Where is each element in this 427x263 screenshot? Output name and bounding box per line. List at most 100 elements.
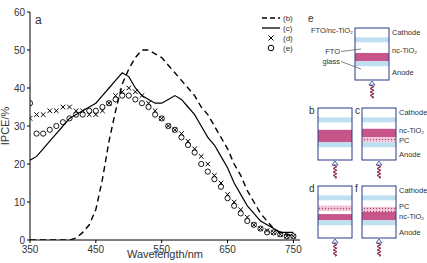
- layer-label: FTO: [325, 47, 340, 56]
- light-arrow: [334, 242, 337, 256]
- y-tick-label: 10: [14, 197, 26, 208]
- y-tick-label: 30: [14, 121, 26, 132]
- y-tick: [27, 202, 30, 203]
- layer: [355, 28, 389, 37]
- schematic-panel: fCathodePCnc-TiO₂Anode: [355, 183, 427, 256]
- series-marker: [41, 112, 46, 117]
- layer-label: Anode: [399, 228, 421, 237]
- layer: [362, 195, 396, 200]
- schematic-panel: eFTO/nc-TiO₂FTOglassCathodenc-TiO₂Anode: [308, 13, 420, 98]
- root: 3504505506507500102030405060Wavelength/n…: [0, 0, 427, 263]
- x-tick: [293, 240, 294, 243]
- series-marker: [47, 127, 52, 132]
- y-tick: [27, 50, 30, 51]
- series-marker: [133, 97, 138, 102]
- arrow-head: [332, 239, 338, 243]
- series-marker: [258, 226, 263, 231]
- series-marker: [179, 135, 184, 140]
- series-marker: [54, 123, 59, 128]
- light-arrow: [334, 164, 337, 178]
- layer: [318, 186, 352, 195]
- layer: [362, 201, 396, 207]
- series-marker: [100, 104, 105, 109]
- layer: [318, 108, 352, 117]
- series-marker: [264, 230, 269, 235]
- layer: [362, 117, 396, 122]
- x-tick-label: 650: [219, 244, 236, 255]
- series-marker: [206, 162, 211, 167]
- layer: [362, 226, 396, 238]
- x-tick: [227, 240, 228, 243]
- cell-frame: [318, 186, 352, 238]
- y-tick-label: 60: [14, 7, 26, 18]
- layer: [318, 220, 352, 225]
- legend-label: (d): [283, 34, 293, 43]
- light-arrow: [371, 84, 374, 98]
- leader-line: [341, 62, 361, 70]
- series-marker: [60, 120, 65, 125]
- series-marker: [126, 86, 131, 91]
- x-tick-label: 750: [285, 244, 302, 255]
- layer: [355, 43, 389, 53]
- panel-letter: d: [309, 183, 315, 194]
- x-tick-label: 350: [22, 244, 39, 255]
- series-marker: [166, 124, 171, 129]
- panel-letter: c: [355, 105, 360, 116]
- layer: [318, 195, 352, 200]
- layer: [355, 37, 389, 42]
- layer: [362, 137, 396, 142]
- series-marker: [73, 112, 78, 117]
- layer: [318, 214, 352, 220]
- panel-letter: a: [35, 13, 42, 27]
- y-tick: [27, 88, 30, 89]
- layer: [362, 186, 396, 195]
- layer-label: glass: [322, 57, 340, 66]
- series-marker: [232, 203, 237, 208]
- y-tick-label: 40: [14, 83, 26, 94]
- x-tick: [95, 240, 96, 243]
- leader-line: [341, 49, 361, 52]
- x-tick: [161, 240, 162, 243]
- y-tick-label: 0: [19, 235, 25, 246]
- legend-symbol: [269, 36, 274, 41]
- light-arrow: [378, 164, 381, 178]
- layer-label: nc-TiO₂: [399, 126, 424, 135]
- arrow-head: [332, 161, 338, 165]
- series-marker: [173, 128, 178, 133]
- series-marker: [192, 150, 197, 155]
- series-marker: [133, 90, 138, 95]
- layer: [318, 148, 352, 160]
- layer: [318, 117, 352, 122]
- legend-label: (b): [283, 14, 293, 23]
- arrow-head: [376, 239, 382, 243]
- layer: [362, 142, 396, 147]
- series-marker: [218, 184, 223, 189]
- y-tick: [27, 126, 30, 127]
- layer: [355, 61, 389, 66]
- layer: [362, 129, 396, 137]
- series-marker: [291, 234, 296, 239]
- cell-frame: [318, 108, 352, 160]
- series-marker: [54, 109, 59, 114]
- layer: [362, 207, 396, 212]
- y-tick: [27, 12, 30, 13]
- schematic-panel: cCathodenc-TiO₂PCAnode: [355, 105, 427, 178]
- series-line: [30, 50, 293, 240]
- series-marker: [159, 116, 164, 121]
- legend-symbol: [268, 45, 274, 51]
- series-marker: [140, 93, 145, 98]
- layer-label: FTO/nc-TiO₂: [311, 26, 353, 35]
- arrow-head: [369, 81, 375, 85]
- series-marker: [285, 234, 290, 239]
- x-axis-label: Wavelength/nm: [127, 248, 203, 260]
- layer: [318, 226, 352, 238]
- cell-frame: [362, 186, 396, 238]
- layer: [318, 206, 352, 211]
- arrow-head: [376, 161, 382, 165]
- series-marker: [199, 154, 204, 159]
- layer-label: Cathode: [399, 108, 427, 117]
- series-marker: [212, 177, 217, 182]
- series-marker: [34, 131, 39, 136]
- layer-label: Cathode: [392, 28, 420, 37]
- series-marker: [278, 232, 283, 237]
